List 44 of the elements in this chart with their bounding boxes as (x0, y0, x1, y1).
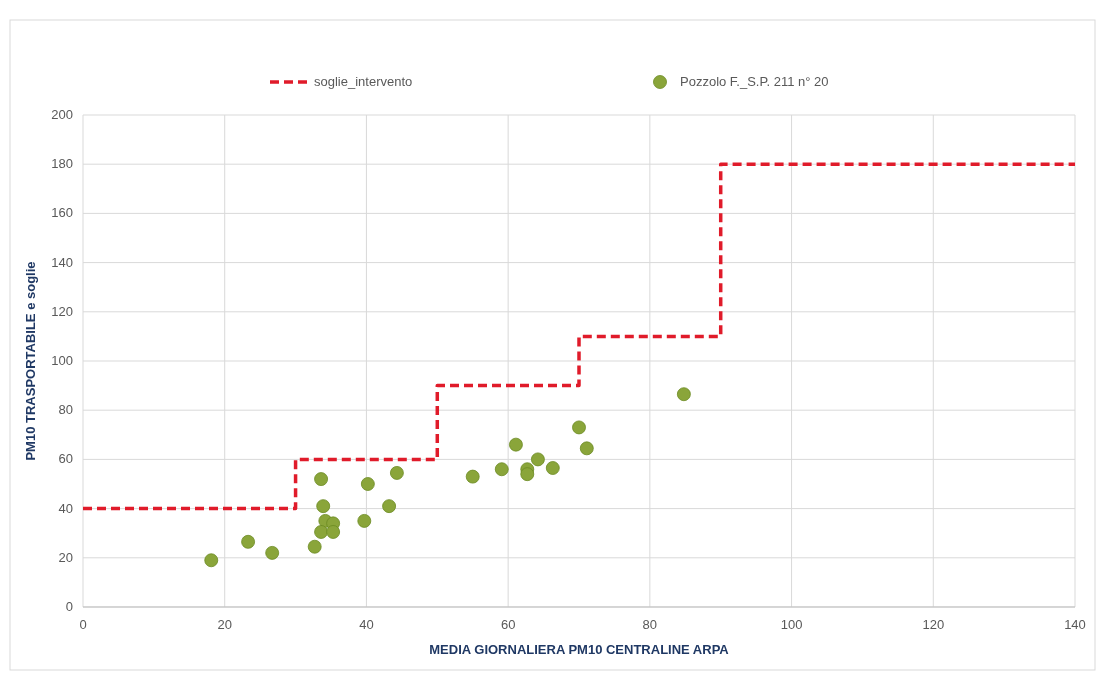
x-tick-label: 60 (500, 617, 516, 632)
point (357, 514, 372, 528)
point (579, 441, 594, 456)
point (382, 499, 396, 514)
x-tick-label: 0 (79, 617, 87, 632)
point (360, 477, 375, 491)
y-tick-label: 80 (58, 402, 73, 418)
x-tick-label: 40 (359, 617, 374, 632)
y-tick-label: 40 (58, 500, 73, 516)
point (316, 499, 331, 514)
y-tick-label: 20 (58, 549, 73, 565)
x-tick-label: 80 (642, 617, 658, 632)
x-tick-label: 120 (922, 617, 945, 632)
point (520, 467, 535, 482)
x-tick-label: 100 (780, 617, 803, 632)
point (390, 466, 404, 480)
y-tick-label: 60 (58, 451, 73, 467)
point (531, 452, 545, 467)
point (676, 387, 691, 402)
point (314, 525, 328, 539)
y-tick-label: 200 (51, 107, 73, 122)
point (326, 525, 341, 539)
point (465, 469, 480, 484)
point (314, 472, 328, 486)
point (265, 545, 280, 560)
y-tick-label: 100 (51, 353, 73, 368)
point (572, 420, 586, 435)
x-axis-title: MEDIA GIORNALIERA PM10 CENTRALINE ARPA (429, 642, 730, 657)
y-axis-title: PM10 TRASPORTABILE e soglie (23, 261, 38, 461)
y-tick-label: 0 (65, 599, 73, 614)
x-tick-label: 20 (217, 617, 232, 632)
x-tick-label: 140 (1064, 617, 1086, 632)
point (509, 437, 523, 452)
point (545, 461, 560, 475)
y-tick-label: 180 (51, 156, 73, 172)
point (204, 553, 219, 568)
point (307, 539, 322, 554)
point (494, 462, 509, 477)
y-tick-label: 140 (51, 254, 73, 270)
y-tick-label: 160 (51, 205, 73, 221)
point (241, 534, 255, 549)
y-tick-label: 120 (51, 303, 73, 319)
legend-label: soglie_intervento (314, 74, 413, 89)
legend-label: Pozzolo F._S.P. 211 n° 20 (680, 74, 829, 89)
